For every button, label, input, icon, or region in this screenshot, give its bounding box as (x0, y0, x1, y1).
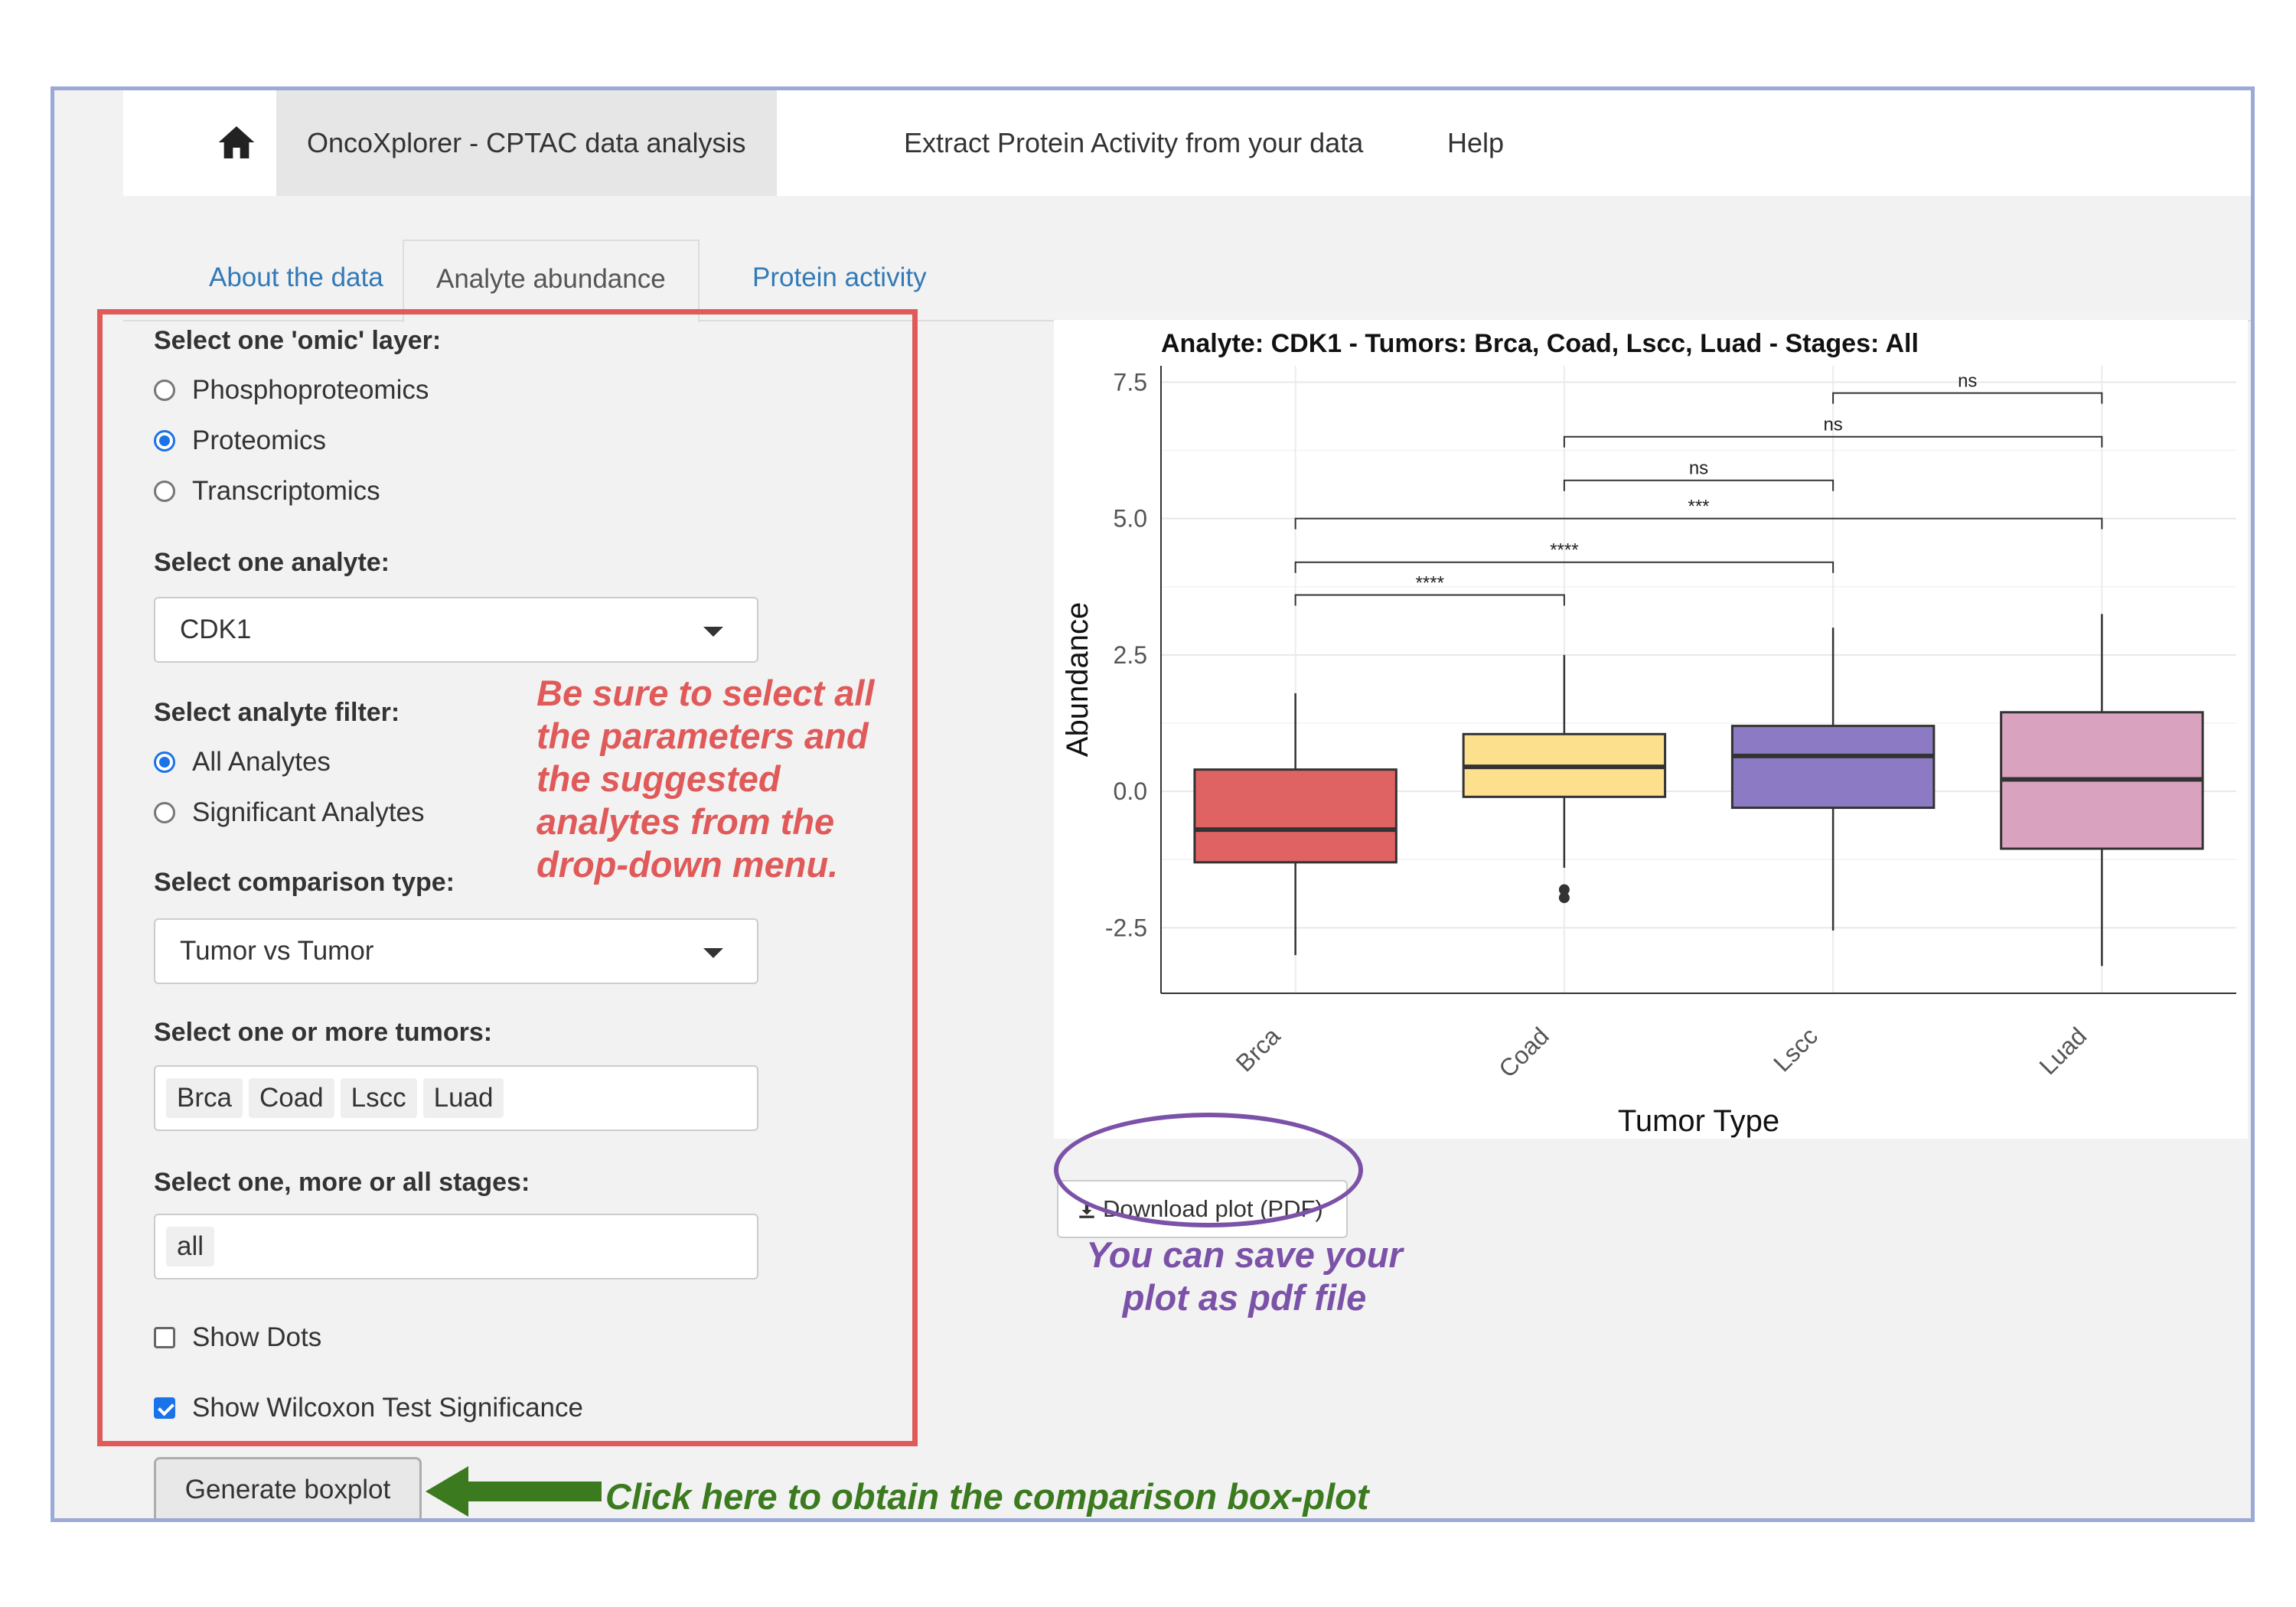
plot-panel: -2.5 0.0 2.5 5.0 7.5 Brca Coad Lscc Luad ns ns ns **… (1054, 320, 2248, 1139)
app-frame: OncoXplorer - CPTAC data analysis Extrac… (51, 86, 2255, 1522)
radio-circle[interactable] (154, 380, 175, 401)
y-tick-label: -2.5 (1105, 914, 1147, 941)
checkbox-box[interactable] (154, 1327, 175, 1348)
radio-label: Proteomics (192, 425, 327, 455)
significance-label: **** (1416, 572, 1444, 593)
checkbox-box-checked[interactable] (154, 1397, 175, 1419)
radio-label: Transcriptomics (192, 476, 380, 506)
download-highlight-ellipse (1054, 1113, 1363, 1227)
chevron-down-icon[interactable] (703, 948, 723, 958)
radio-circle[interactable] (154, 802, 175, 823)
x-tick-label: Brca (1231, 1022, 1286, 1077)
nav-extract-protein-activity[interactable]: Extract Protein Activity from your data (904, 127, 1364, 158)
analyte-filter-label: Select analyte filter: (154, 698, 400, 727)
download-icon (1079, 1201, 1094, 1218)
outlier-point (1558, 884, 1570, 895)
generate-boxplot-button[interactable]: Generate boxplot (154, 1457, 422, 1518)
radio-label: Phosphoproteomics (192, 375, 429, 405)
tab-about-the-data[interactable]: About the data (209, 262, 383, 292)
home-icon[interactable] (215, 121, 258, 164)
x-tick-label: Lscc (1768, 1022, 1823, 1077)
radio-significant-analytes[interactable]: Significant Analytes (154, 797, 425, 828)
significance-bracket (1294, 517, 2103, 530)
parameters-highlight-box (97, 309, 918, 1446)
download-annotation: You can save your plot as pdf file (1086, 1234, 1403, 1318)
y-tick-label: 7.5 (1114, 368, 1147, 396)
radio-phosphoproteomics[interactable]: Phosphoproteomics (154, 375, 429, 406)
stages-label: Select one, more or all stages: (154, 1168, 530, 1197)
tumors-multiselect[interactable]: Brca Coad Lscc Luad (154, 1065, 758, 1131)
radio-label: Significant Analytes (192, 797, 425, 827)
chevron-down-icon[interactable] (703, 627, 723, 637)
tab-protein-activity[interactable]: Protein activity (752, 262, 927, 292)
significance-label: **** (1550, 540, 1578, 561)
show-wilcoxon-checkbox[interactable]: Show Wilcoxon Test Significance (154, 1393, 583, 1423)
significance-label: ns (1823, 415, 1842, 435)
tumors-label: Select one or more tumors: (154, 1018, 493, 1047)
analyte-value: CDK1 (180, 614, 252, 644)
comparison-type-value: Tumor vs Tumor (180, 936, 374, 966)
checkbox-label: Show Wilcoxon Test Significance (192, 1393, 583, 1423)
y-tick-label: 5.0 (1114, 505, 1147, 533)
show-dots-checkbox[interactable]: Show Dots (154, 1322, 321, 1353)
significance-label: ns (1689, 458, 1708, 479)
x-tick-label: Luad (2034, 1022, 2092, 1080)
tumor-chip-luad[interactable]: Luad (422, 1078, 504, 1118)
significance-bracket (1563, 435, 2103, 448)
omic-layer-label: Select one 'omic' layer: (154, 326, 442, 355)
comparison-type-label: Select comparison type: (154, 868, 455, 897)
tab-analyte-abundance[interactable]: Analyte abundance (403, 240, 700, 322)
box-brca (1193, 768, 1397, 864)
significance-bracket (1294, 594, 1565, 606)
x-axis-title: Tumor Type (1618, 1104, 1779, 1138)
radio-proteomics[interactable]: Proteomics (154, 425, 326, 456)
significance-bracket (1832, 392, 2103, 404)
top-navbar: OncoXplorer - CPTAC data analysis Extrac… (123, 90, 2251, 196)
box-lscc (1730, 725, 1936, 810)
x-tick-label: Coad (1493, 1022, 1554, 1083)
y-tick-label: 2.5 (1114, 641, 1147, 669)
boxplot-chart: -2.5 0.0 2.5 5.0 7.5 Brca Coad Lscc Luad ns ns ns **… (1061, 329, 2236, 1138)
tumor-chip-brca[interactable]: Brca (166, 1078, 243, 1118)
analyte-select[interactable]: CDK1 (154, 597, 758, 663)
radio-all-analytes[interactable]: All Analytes (154, 747, 331, 777)
checkbox-label: Show Dots (192, 1322, 322, 1352)
significance-bracket (1563, 479, 1835, 491)
radio-transcriptomics[interactable]: Transcriptomics (154, 476, 380, 507)
significance-bracket (1294, 561, 1835, 573)
nav-help[interactable]: Help (1447, 127, 1505, 158)
y-tick-label: 0.0 (1114, 777, 1147, 805)
parameters-annotation: Be sure to select all the parameters and… (536, 673, 875, 885)
chart-title: Analyte: CDK1 - Tumors: Brca, Coad, Lscc… (1161, 329, 1919, 358)
stage-chip-all[interactable]: all (166, 1227, 215, 1266)
nav-oncoxplorer[interactable]: OncoXplorer - CPTAC data analysis (276, 90, 777, 196)
analyte-label: Select one analyte: (154, 548, 390, 577)
stages-multiselect[interactable]: all (154, 1214, 758, 1279)
radio-circle-selected[interactable] (154, 751, 175, 773)
radio-circle-selected[interactable] (154, 430, 175, 451)
tumor-chip-coad[interactable]: Coad (248, 1078, 334, 1118)
y-axis-title: Abundance (1061, 602, 1094, 757)
radio-label: All Analytes (192, 747, 331, 777)
significance-label: *** (1688, 497, 1709, 517)
radio-circle[interactable] (154, 481, 175, 502)
tumor-chip-lscc[interactable]: Lscc (340, 1078, 417, 1118)
outlier-point (1558, 892, 1570, 904)
arrow-left-icon (426, 1466, 602, 1517)
significance-label: ns (1958, 371, 1977, 392)
comparison-type-select[interactable]: Tumor vs Tumor (154, 918, 758, 984)
generate-annotation: Click here to obtain the comparison box-… (605, 1476, 1369, 1517)
